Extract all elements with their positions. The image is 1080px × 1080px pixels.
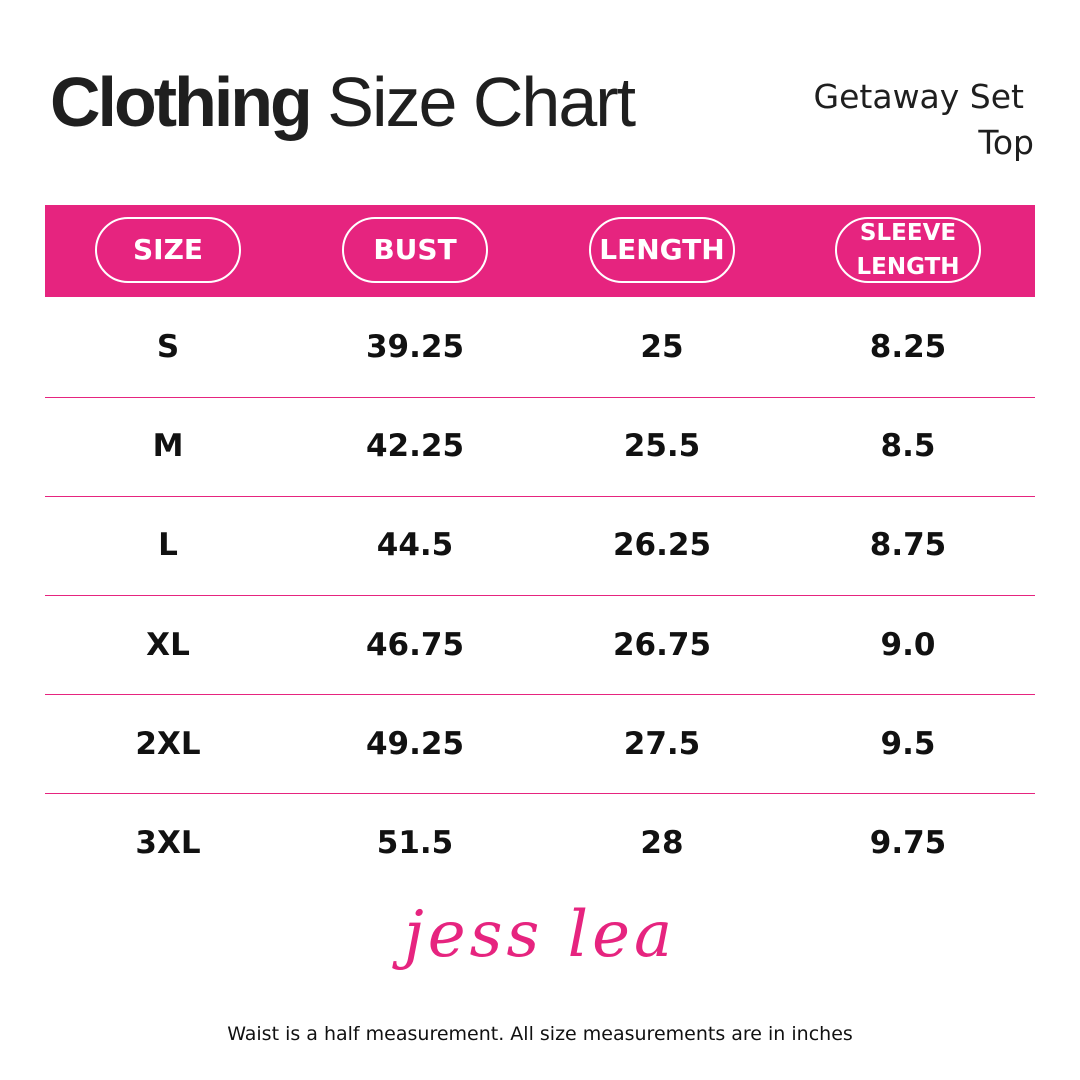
- table-cell: 46.75: [365, 626, 465, 663]
- subtitle: Getaway Set Top: [814, 74, 1034, 166]
- column-header-text: SIZE: [132, 233, 203, 266]
- table-cell: 9.0: [880, 626, 936, 663]
- table-cell: 9.75: [869, 825, 947, 861]
- title-regular: Size Chart: [327, 63, 636, 141]
- table-cell: 51.5: [376, 825, 454, 861]
- column-header-text: SLEEVE: [859, 220, 957, 246]
- title: Clothing Size Chart: [50, 62, 636, 142]
- table-cell: 25: [640, 329, 684, 365]
- table-cell: 28: [640, 825, 684, 861]
- row-separator: [45, 595, 1035, 596]
- column-header-text: LENGTH: [599, 233, 725, 266]
- column-header: LENGTH: [589, 217, 735, 283]
- table-cell: 8.25: [869, 329, 947, 365]
- table-cell: 42.25: [365, 428, 465, 465]
- table-cell: 27.5: [623, 725, 701, 762]
- column-header-text: BUST: [373, 233, 457, 266]
- column-header: SIZE: [95, 217, 241, 283]
- column-header-text: LENGTH: [856, 254, 960, 280]
- table-cell: 3XL: [135, 825, 201, 861]
- column-header: BUST: [342, 217, 488, 283]
- table-cell: 25.5: [623, 428, 701, 465]
- table-cell: 26.25: [612, 527, 712, 564]
- row-separator: [45, 694, 1035, 695]
- row-separator: [45, 793, 1035, 794]
- row-separator: [45, 496, 1035, 497]
- column-header: SLEEVE LENGTH: [835, 217, 981, 283]
- table-cell: M: [152, 428, 184, 465]
- table-cell: 26.75: [612, 626, 712, 663]
- table-cell: 44.5: [376, 527, 454, 564]
- table-cell: S: [156, 329, 180, 365]
- logo: jess lea: [403, 898, 677, 972]
- table-cell: 2XL: [135, 725, 201, 762]
- table-cell: XL: [146, 626, 190, 663]
- subtitle-line: Getaway Set: [813, 77, 1024, 116]
- footnote: Waist is a half measurement. All size me…: [227, 1023, 853, 1045]
- title-bold: Clothing: [50, 63, 313, 141]
- table-cell: 49.25: [365, 725, 465, 762]
- table-cell: L: [158, 527, 178, 564]
- table-cell: 9.5: [880, 725, 936, 762]
- table-cell: 8.5: [880, 428, 936, 465]
- subtitle-line: Top: [978, 123, 1034, 162]
- table-cell: 8.75: [869, 527, 947, 564]
- row-separator: [45, 397, 1035, 398]
- table-cell: 39.25: [365, 329, 465, 365]
